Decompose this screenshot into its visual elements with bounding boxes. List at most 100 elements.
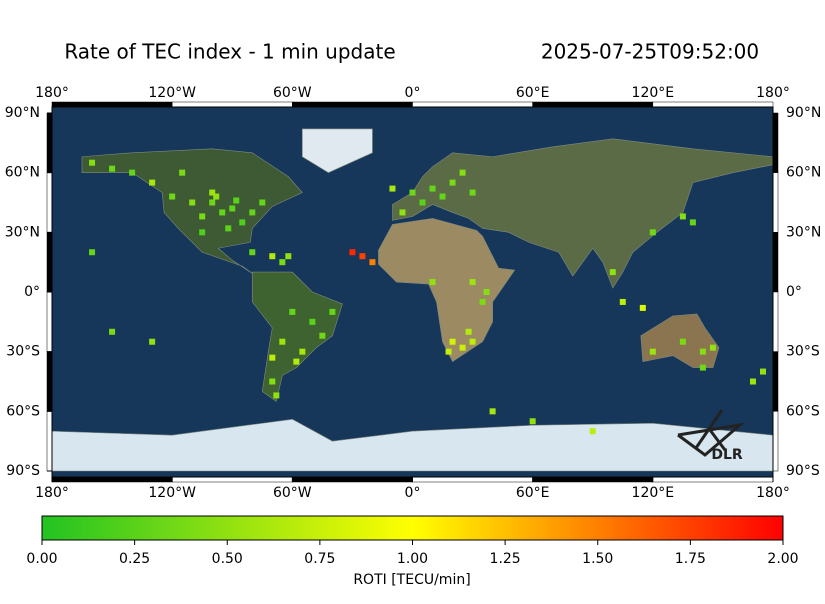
- roti-cell: [309, 318, 316, 325]
- roti-cell: [639, 304, 646, 311]
- x-tick-label: 120°E: [632, 485, 675, 501]
- frame-bar: [46, 291, 53, 352]
- x-tick-label: 180°: [35, 85, 69, 101]
- roti-cell: [689, 219, 696, 226]
- x-tick-label: 60°W: [273, 85, 312, 101]
- frame-bar: [292, 476, 413, 483]
- frame-bar: [772, 351, 779, 412]
- y-tick-label: 0°: [24, 284, 40, 300]
- frame-bar: [46, 112, 53, 173]
- roti-cell: [429, 279, 436, 286]
- roti-cell: [179, 169, 186, 176]
- logo-text: DLR: [711, 447, 743, 463]
- roti-cell: [459, 344, 466, 351]
- roti-cell: [459, 169, 466, 176]
- roti-cell: [489, 408, 496, 415]
- roti-cell: [649, 348, 656, 355]
- y-tick-label: 60°S: [6, 403, 40, 419]
- y-tick-label: 90°N: [786, 105, 821, 121]
- colorbar-tick-label: 0.00: [26, 551, 57, 567]
- roti-cell: [699, 364, 706, 371]
- roti-cell: [289, 308, 296, 315]
- x-tick-label: 120°E: [632, 85, 675, 101]
- roti-cell: [349, 249, 356, 256]
- frame-bar: [652, 101, 774, 108]
- roti-cell: [699, 348, 706, 355]
- frame-bar: [772, 172, 779, 233]
- frame-bar: [171, 476, 293, 483]
- x-tick-label: 180°: [35, 485, 69, 501]
- colorbar-tick-label: 1.75: [675, 551, 706, 567]
- x-tick-label: 120°W: [148, 85, 196, 101]
- frame-bar: [292, 101, 413, 108]
- colorbar-label: ROTI [TECU/min]: [353, 572, 470, 588]
- roti-cell: [249, 209, 256, 216]
- roti-cell: [229, 205, 236, 212]
- roti-cell: [469, 338, 476, 345]
- y-tick-label: 60°S: [786, 403, 820, 419]
- roti-cell: [709, 344, 716, 351]
- roti-cell: [359, 253, 366, 260]
- frame-bar: [412, 476, 533, 483]
- y-tick-label: 60°N: [5, 165, 40, 181]
- frame-bar: [51, 476, 173, 483]
- x-tick-label: 60°W: [273, 485, 312, 501]
- y-tick-label: 0°: [786, 284, 802, 300]
- roti-cell: [469, 189, 476, 196]
- colorbar-tick-label: 0.75: [304, 551, 335, 567]
- roti-cell: [279, 338, 286, 345]
- roti-cell: [279, 259, 286, 266]
- x-tick-label: 120°W: [148, 485, 196, 501]
- frame-bar: [772, 232, 779, 293]
- colorbar-tick-label: 0.50: [212, 551, 243, 567]
- roti-cell: [465, 328, 472, 335]
- frame-bar: [46, 232, 53, 293]
- x-tick-label: 60°E: [516, 85, 550, 101]
- frame-bar: [532, 101, 654, 108]
- roti-cell: [449, 338, 456, 345]
- roti-cell: [389, 185, 396, 192]
- y-tick-label: 90°S: [786, 463, 820, 479]
- frame-bar: [772, 411, 779, 472]
- roti-cell: [429, 185, 436, 192]
- roti-cell: [109, 328, 116, 335]
- roti-cell: [439, 193, 446, 200]
- roti-cell: [409, 189, 416, 196]
- frame-bar: [46, 411, 53, 472]
- roti-cell: [419, 199, 426, 206]
- roti-cell: [219, 209, 226, 216]
- colorbar-tick-label: 1.00: [397, 551, 428, 567]
- y-tick-label: 30°N: [5, 224, 40, 240]
- roti-cell: [759, 368, 766, 375]
- y-tick-label: 30°S: [786, 344, 820, 360]
- roti-cell: [169, 193, 176, 200]
- x-tick-label: 0°: [405, 85, 421, 101]
- roti-cell: [269, 378, 276, 385]
- roti-cell: [299, 348, 306, 355]
- roti-cell: [209, 199, 216, 206]
- roti-cell: [269, 253, 276, 260]
- roti-cell: [483, 289, 490, 295]
- frame-bar: [532, 476, 654, 483]
- roti-cell: [329, 308, 336, 315]
- roti-cell: [89, 249, 96, 256]
- colorbar-tick-label: 2.00: [767, 551, 798, 567]
- roti-cell: [199, 229, 206, 236]
- title: Rate of TEC index - 1 min update: [64, 40, 395, 64]
- roti-cell: [285, 253, 292, 260]
- frame-bar: [171, 101, 293, 108]
- colorbar-tick-label: 1.50: [582, 551, 613, 567]
- logo-mark: [677, 409, 746, 457]
- roti-cell: [529, 418, 536, 425]
- colorbar-tick-label: 0.25: [119, 551, 150, 567]
- y-tick-label: 60°N: [786, 165, 821, 181]
- y-tick-label: 30°S: [6, 344, 40, 360]
- frame-bar: [652, 476, 774, 483]
- roti-cell: [589, 428, 596, 435]
- roti-cell: [225, 225, 232, 232]
- roti-cell: [649, 229, 656, 236]
- points: [89, 159, 766, 435]
- frame-bar: [46, 172, 53, 233]
- roti-cell: [239, 219, 246, 226]
